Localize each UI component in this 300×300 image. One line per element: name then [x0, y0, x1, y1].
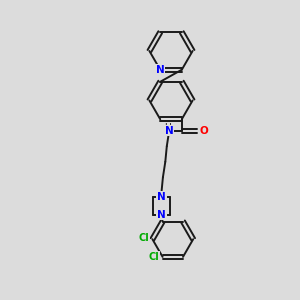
Text: N: N	[157, 210, 166, 220]
Text: Cl: Cl	[138, 233, 149, 243]
Text: O: O	[200, 126, 208, 136]
Text: Cl: Cl	[149, 252, 160, 262]
Text: N: N	[157, 192, 166, 202]
Text: N: N	[156, 65, 165, 75]
Text: N: N	[165, 126, 174, 136]
Text: H: H	[164, 122, 171, 131]
